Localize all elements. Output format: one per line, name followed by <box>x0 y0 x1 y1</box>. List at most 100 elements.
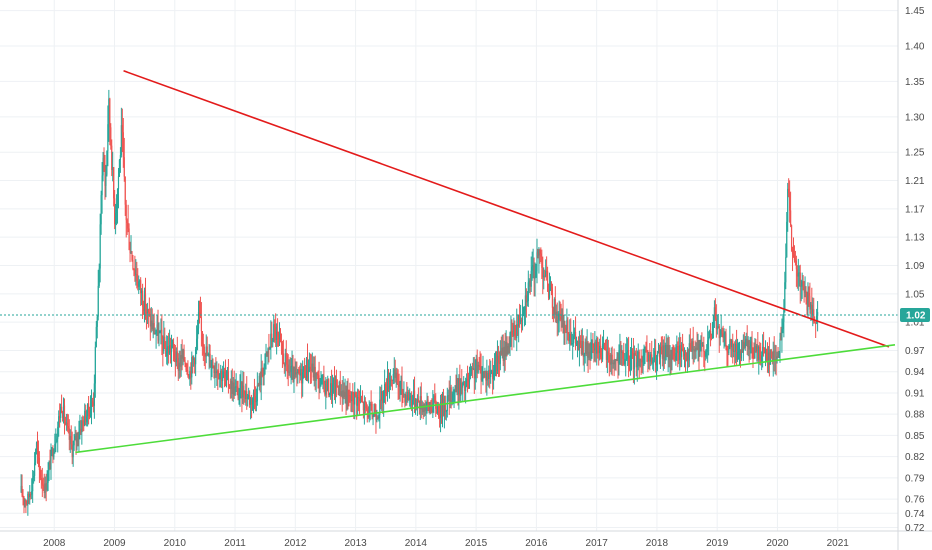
candle-body <box>552 307 554 315</box>
candle-body <box>622 352 624 359</box>
candle-body <box>28 493 30 497</box>
candle-body <box>375 416 377 421</box>
candle-body <box>302 372 304 384</box>
candle-body <box>471 367 473 369</box>
candle-body <box>538 250 540 256</box>
candle-body <box>76 433 78 442</box>
candle-body <box>63 405 66 423</box>
candle-body <box>496 355 499 371</box>
candle-body <box>434 395 436 401</box>
candle-body <box>407 392 409 401</box>
candle-body <box>794 260 797 262</box>
candle-body <box>235 386 237 388</box>
candle-body <box>369 403 371 406</box>
x-tick-label: 2016 <box>525 538 548 549</box>
candle-body <box>156 324 158 333</box>
candle-body <box>114 198 116 225</box>
candle-body <box>80 428 82 433</box>
candle-body <box>665 344 667 357</box>
candle-body <box>740 349 743 359</box>
candle-body <box>87 403 89 417</box>
candle-body <box>660 346 662 350</box>
candle-body <box>723 333 725 338</box>
candle-body <box>720 329 722 336</box>
candle-body <box>145 312 148 314</box>
candle-body <box>423 404 425 413</box>
candle-body <box>40 478 42 480</box>
candle-body <box>766 357 769 361</box>
candle-body <box>202 343 204 347</box>
candle-body <box>81 420 83 433</box>
candle-body <box>197 311 200 329</box>
candle-body <box>303 366 305 373</box>
candle-body <box>611 354 613 364</box>
candle-body <box>523 310 526 314</box>
candle-body <box>591 343 593 345</box>
candle-body <box>103 157 105 171</box>
candle-body <box>427 399 429 404</box>
candle-body <box>381 391 383 400</box>
candle-body <box>225 372 228 377</box>
candle-body <box>258 375 260 386</box>
candle-body <box>370 403 372 405</box>
candle-body <box>310 369 312 371</box>
candle-body <box>171 342 174 347</box>
candle-body <box>325 380 327 395</box>
candle-body <box>557 319 559 324</box>
price-axis[interactable]: 0.72 0.74 0.76 0.79 0.82 0.85 0.88 0.91 0.94 0.97… <box>905 6 925 534</box>
candle-body <box>461 382 463 388</box>
candle-body <box>494 356 497 362</box>
candle-body <box>27 493 29 506</box>
candle-body <box>789 192 791 211</box>
time-axis[interactable]: 2008 2009 2010 2011 2012 2013 2014 2015 2016 2017… <box>43 538 849 549</box>
y-tick-label: 0.82 <box>905 452 925 463</box>
candle-body <box>540 253 542 257</box>
candle-body <box>334 379 337 394</box>
candle-body <box>290 366 292 372</box>
candle-body <box>396 372 398 385</box>
candle-body <box>284 353 286 367</box>
candle-body <box>535 271 537 277</box>
candle-body <box>294 368 296 375</box>
candle-body <box>756 345 758 352</box>
candle-body <box>580 344 582 355</box>
candle-body <box>242 385 244 398</box>
candle-body <box>59 416 61 418</box>
candle-body <box>219 373 221 380</box>
candle-body <box>79 428 81 435</box>
candle-body <box>359 398 362 402</box>
candle-body <box>748 340 750 350</box>
candle-body <box>100 195 102 225</box>
candle-body <box>796 269 798 277</box>
candle-body <box>82 420 84 422</box>
candle-body <box>33 462 36 476</box>
candle-body <box>384 384 386 391</box>
candle-body <box>240 382 242 385</box>
candle-body <box>447 395 449 397</box>
candle-body <box>389 379 392 387</box>
candle-body <box>613 362 615 365</box>
candle-body <box>274 324 276 327</box>
candle-body <box>574 331 577 345</box>
candle-body <box>96 316 98 327</box>
candle-body <box>272 340 274 342</box>
candle-body <box>90 401 93 410</box>
candle-body <box>345 391 347 405</box>
candle-body <box>781 328 783 341</box>
y-tick-label: 1.25 <box>905 148 925 159</box>
candle-body <box>506 341 508 355</box>
candle-body <box>689 343 691 350</box>
candle-body <box>667 344 669 357</box>
candle-body <box>481 377 483 381</box>
candle-body <box>151 320 153 330</box>
candle-body <box>190 370 192 378</box>
candle-body <box>214 371 216 373</box>
candle-body <box>759 347 761 358</box>
candle-body <box>244 394 246 400</box>
candle-body <box>594 341 596 351</box>
candle-body <box>518 314 520 327</box>
candle-body <box>725 333 727 349</box>
candle-body <box>402 392 404 394</box>
candle-body <box>296 372 298 374</box>
